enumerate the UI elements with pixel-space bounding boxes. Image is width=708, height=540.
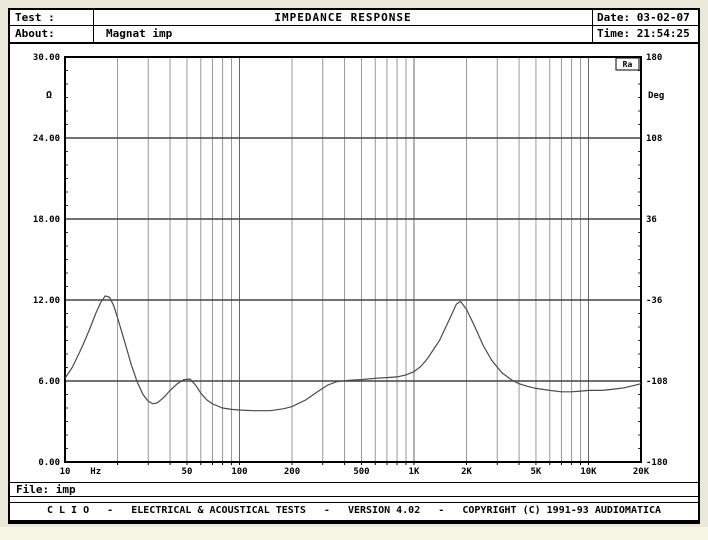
legend-box xyxy=(615,57,640,71)
test-label: Test : xyxy=(10,10,94,25)
y-right-tick-label: -180 xyxy=(646,458,668,468)
x-tick-label: 20K xyxy=(633,467,650,477)
clio-app-screen: Test : IMPEDANCE RESPONSE Date: 03-02-07… xyxy=(8,8,700,524)
x-tick-label: 50 xyxy=(182,467,193,477)
y-left-tick-label: 30.00 xyxy=(33,53,60,63)
about-label: About: xyxy=(10,26,94,42)
y-left-tick-label: 24.00 xyxy=(33,134,60,144)
file-bar: File: imp xyxy=(10,482,698,497)
footer-credits: C L I O - ELECTRICAL & ACOUSTICAL TESTS … xyxy=(10,502,698,519)
header-row-1: Test : IMPEDANCE RESPONSE Date: 03-02-07 xyxy=(10,10,698,26)
plot-svg: 30.00 24.00 18.00 12.00 6.00 0.00 Ω 180 108 36 -36… xyxy=(33,53,668,477)
x-unit-label: Hz xyxy=(90,467,101,477)
date-value: 03-02-07 xyxy=(636,11,690,24)
time-label: Time: xyxy=(597,27,631,40)
date-label: Date: xyxy=(597,11,631,24)
x-tick-label: 100 xyxy=(231,467,247,477)
x-tick-label: 10K xyxy=(580,467,597,477)
header-row-2: About: Magnat imp Time: 21:54:25 xyxy=(10,26,698,42)
y-right-tick-label: -36 xyxy=(646,296,662,306)
impedance-curve xyxy=(64,295,642,412)
page-title: IMPEDANCE RESPONSE xyxy=(274,11,412,24)
y-right-tick-label: 108 xyxy=(646,134,662,144)
y-right-tick-label: 180 xyxy=(646,53,662,63)
y-left-tick-label: 6.00 xyxy=(38,377,60,387)
x-tick-label: 200 xyxy=(284,467,300,477)
plot-border xyxy=(64,56,642,463)
x-tick-label: 1K xyxy=(409,467,420,477)
x-tick-label: 5K xyxy=(531,467,542,477)
file-label: File: xyxy=(16,483,50,496)
impedance-plot: 30.00 24.00 18.00 12.00 6.00 0.00 Ω 180 108 36 -36… xyxy=(10,44,698,480)
about-value: Magnat imp xyxy=(106,27,173,40)
y-right-tick-label: 36 xyxy=(646,215,657,225)
time-value: 21:54:25 xyxy=(636,27,690,40)
time-field: Time: 21:54:25 xyxy=(592,26,698,42)
x-tick-label: 2K xyxy=(461,467,472,477)
x-tick-label: 10 xyxy=(60,467,71,477)
file-value: imp xyxy=(55,483,76,496)
y-left-unit-label: Ω xyxy=(46,90,52,101)
y-left-tick-label: 12.00 xyxy=(33,296,60,306)
y-right-tick-label: -108 xyxy=(646,377,668,387)
date-field: Date: 03-02-07 xyxy=(592,10,698,25)
header: Test : IMPEDANCE RESPONSE Date: 03-02-07… xyxy=(10,10,698,44)
bottom-strip xyxy=(0,527,708,540)
y-right-unit-label: Deg xyxy=(648,91,664,101)
y-left-tick-label: 0.00 xyxy=(38,458,60,468)
legend-box-label: Ra xyxy=(623,60,633,69)
x-tick-label: 500 xyxy=(353,467,369,477)
y-left-tick-label: 18.00 xyxy=(33,215,60,225)
